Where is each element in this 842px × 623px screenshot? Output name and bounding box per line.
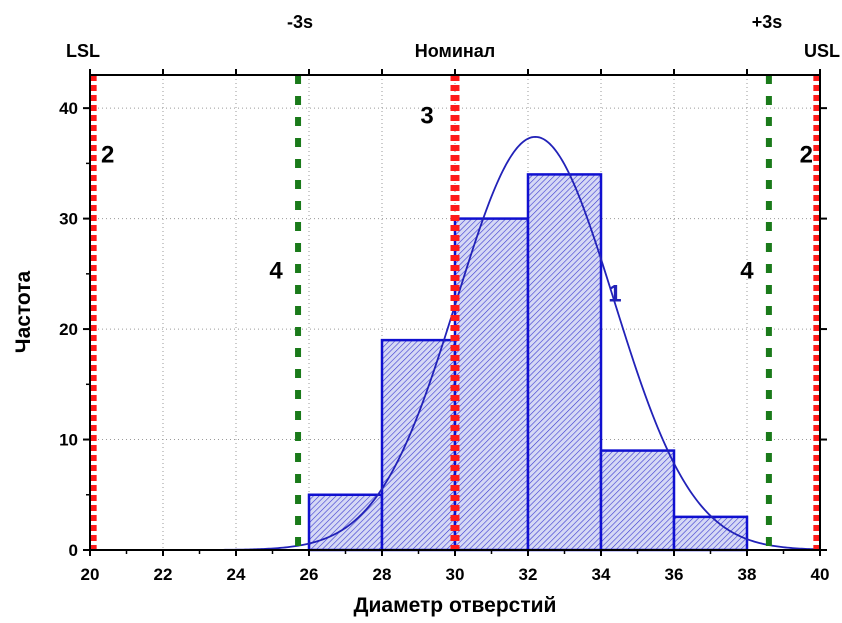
x-tick-label: 40 [811,565,830,584]
reference-top-label: +3s [752,12,783,32]
y-tick-label: 40 [59,99,78,118]
x-axis-title: Диаметр отверстий [354,594,557,617]
reference-number-label: 3 [420,103,433,130]
y-axis-title: Частота [12,270,35,353]
reference-number-label: 4 [269,257,283,284]
reference-number-label: 4 [740,257,754,284]
y-tick-label: 30 [59,210,78,229]
reference-top-label: -3s [287,12,313,32]
histogram-bar [526,173,603,552]
x-tick-label: 20 [81,565,100,584]
reference-lines [90,75,820,550]
x-tick-label: 24 [227,565,246,584]
curve-label: 1 [608,280,621,307]
annotations: 1 LSL 2 USL 2 Номинал 3 -3s 4 +3s 4 [66,12,840,307]
x-tick-label: 34 [592,565,611,584]
x-tick-label: 22 [154,565,173,584]
x-tick-label: 36 [665,565,684,584]
reference-number-label: 2 [101,141,114,168]
reference-top-label: USL [804,41,840,61]
y-tick-label: 20 [59,320,78,339]
bars [307,173,749,552]
reference-number-label: 2 [800,141,813,168]
histogram-bar [599,449,676,552]
x-tick-label: 26 [300,565,319,584]
reference-top-label: Номинал [415,41,495,61]
reference-top-label: LSL [66,41,100,61]
x-tick-label: 38 [738,565,757,584]
x-tick-label: 30 [446,565,465,584]
x-tick-label: 32 [519,565,538,584]
histogram-bar [380,338,457,552]
y-tick-label: 10 [59,431,78,450]
y-tick-label: 0 [69,541,78,560]
x-tick-label: 28 [373,565,392,584]
